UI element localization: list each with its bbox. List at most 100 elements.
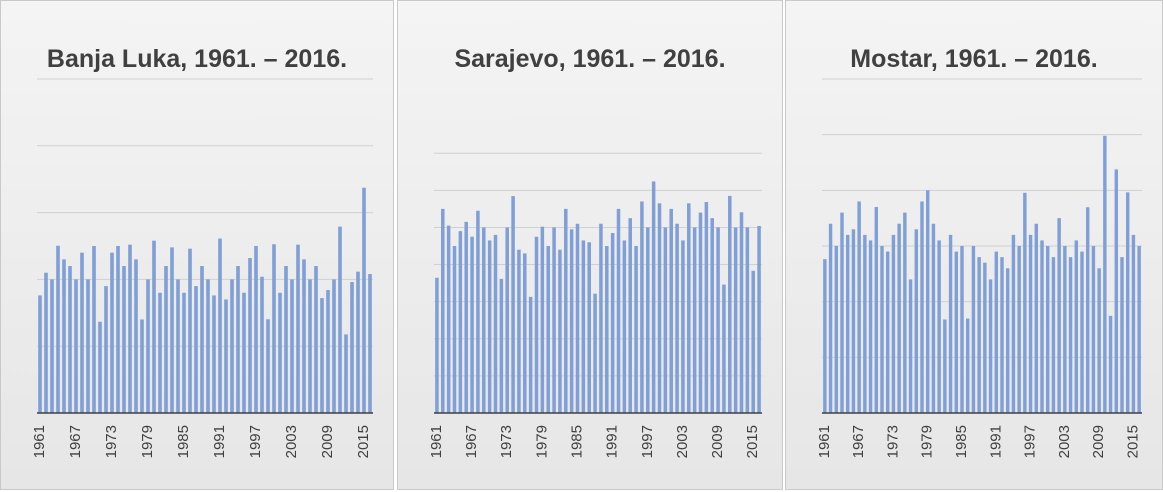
bar	[206, 279, 210, 413]
bar	[675, 223, 679, 413]
bar	[176, 279, 180, 413]
x-tick-label: 1973	[103, 425, 120, 458]
bar	[897, 223, 901, 413]
x-tick-label: 2015	[355, 425, 372, 458]
bar	[338, 226, 342, 413]
x-tick-label: 1961	[428, 425, 445, 458]
bar	[733, 227, 738, 413]
bar	[966, 318, 970, 413]
bar	[470, 236, 474, 413]
bar	[272, 244, 276, 413]
bar	[128, 244, 132, 413]
x-tick-label: 1991	[211, 425, 228, 458]
bar	[499, 278, 504, 413]
bar	[452, 246, 457, 413]
bar	[558, 249, 562, 413]
bar	[863, 234, 867, 413]
bar	[50, 279, 54, 413]
bar	[200, 266, 204, 413]
x-tick-label: 1967	[850, 425, 867, 458]
bar	[284, 266, 288, 413]
bar	[218, 238, 222, 413]
bar	[657, 203, 662, 413]
bar	[880, 246, 884, 413]
x-tick-label: 2003	[283, 425, 300, 458]
x-tick-label: 2015	[1124, 425, 1141, 458]
bar	[616, 208, 621, 413]
x-tick-label: 1979	[139, 425, 156, 458]
bar	[1108, 315, 1113, 413]
bar	[92, 246, 96, 413]
bar	[194, 286, 198, 413]
bar	[745, 227, 750, 413]
bar	[104, 286, 108, 413]
bar	[757, 225, 761, 413]
x-tick-label: 2003	[674, 425, 691, 458]
x-tick-label: 2015	[744, 425, 761, 458]
bar	[266, 319, 270, 413]
x-tick-label: 2009	[319, 425, 336, 458]
bar	[236, 266, 240, 413]
bar	[44, 272, 48, 413]
bar	[546, 246, 550, 413]
bar	[1034, 223, 1038, 413]
bar	[152, 240, 156, 413]
bar	[851, 229, 856, 413]
bar	[891, 234, 896, 413]
bar	[224, 299, 228, 413]
bar	[828, 223, 833, 413]
x-tick-label: 1991	[987, 425, 1004, 458]
bar	[823, 259, 827, 413]
chart-title: Sarajevo, 1961. – 2016.	[454, 45, 726, 73]
bar	[1051, 257, 1056, 413]
bar	[248, 258, 252, 413]
bar	[610, 233, 615, 413]
bar	[505, 227, 509, 413]
bar	[122, 266, 126, 413]
bar	[62, 259, 66, 413]
bar	[948, 234, 953, 413]
x-tick-label: 1961	[816, 425, 833, 458]
bar	[937, 240, 941, 413]
bar	[1091, 246, 1096, 413]
bar	[960, 246, 964, 413]
bar	[74, 279, 78, 413]
bar	[350, 282, 354, 413]
bar	[493, 234, 498, 413]
bar	[134, 259, 138, 413]
bar	[86, 279, 90, 413]
chart-title: Banja Luka, 1961. – 2016.	[46, 45, 348, 73]
chart: 1961 1967 1973 1979 1985 1991 1997 2003 2009 2015	[428, 152, 762, 458]
bar	[356, 271, 360, 413]
bar	[886, 251, 890, 413]
bar	[528, 296, 533, 413]
bar	[728, 195, 732, 413]
bar	[242, 292, 246, 413]
bar	[977, 257, 981, 413]
x-tick-label: 1997	[639, 425, 656, 458]
x-tick-label: 1979	[533, 425, 550, 458]
bar	[368, 274, 372, 413]
bar	[517, 249, 521, 413]
bar	[362, 187, 366, 413]
bar	[857, 201, 861, 413]
bar	[587, 242, 591, 413]
x-tick-label: 1985	[568, 425, 585, 458]
bar	[302, 259, 306, 413]
bar	[1040, 240, 1044, 413]
bar	[308, 279, 312, 413]
bar	[260, 276, 264, 413]
bar	[943, 319, 947, 413]
bar	[914, 229, 918, 413]
bar	[716, 227, 720, 413]
bar	[908, 279, 913, 413]
bar	[170, 247, 174, 413]
bar	[710, 218, 714, 413]
bar	[564, 208, 568, 413]
bar	[278, 292, 282, 413]
bar	[1114, 169, 1118, 413]
bar	[182, 292, 186, 413]
bar	[435, 277, 439, 413]
bar	[1137, 246, 1141, 413]
